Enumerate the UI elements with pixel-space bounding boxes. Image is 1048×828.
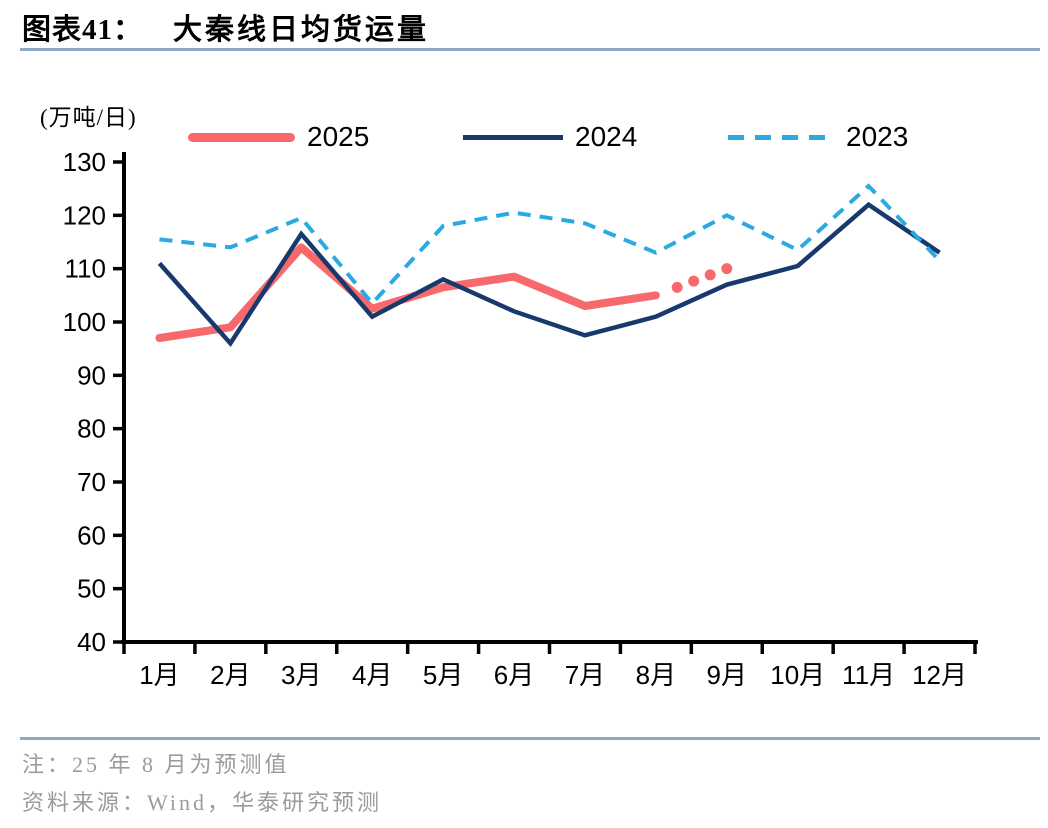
x-tick-label: 6月 [494, 660, 534, 690]
footer-divider [20, 737, 1040, 740]
series-2024 [157, 201, 941, 348]
y-tick-label: 40 [77, 627, 106, 657]
y-tick-label: 90 [77, 360, 106, 390]
title-divider [20, 48, 1040, 51]
x-tick-label: 9月 [707, 660, 747, 690]
y-tick-label: 120 [63, 200, 106, 230]
forecast-dots-2025 [671, 263, 733, 293]
x-tick-label: 10月 [770, 660, 825, 690]
y-tick-label: 110 [65, 254, 106, 284]
x-tick-label: 4月 [352, 660, 392, 690]
y-tick-label: 50 [77, 574, 106, 604]
legend-item-2024: 2024 [463, 121, 638, 152]
y-tick-label: 100 [63, 307, 106, 337]
x-tick-label: 1月 [139, 660, 179, 690]
chart-number-label: 图表41： [22, 14, 144, 46]
source-note: 资料来源：Wind，华泰研究预测 [22, 790, 382, 815]
y-tick-label: 80 [77, 414, 106, 444]
y-tick-label: 60 [77, 520, 106, 550]
legend-swatch-2023 [728, 134, 834, 140]
legend-item-2025: 2025 [188, 121, 370, 152]
x-tick-label: 7月 [565, 660, 605, 690]
x-tick-label: 12月 [912, 660, 967, 690]
series-2025 [155, 243, 660, 342]
legend-swatch-2024 [463, 134, 563, 140]
legend-label-2023: 2023 [846, 121, 909, 152]
y-tick-label: 70 [77, 467, 106, 497]
chart-title: 图表41： 大秦线日均货运量 [22, 6, 429, 48]
x-tick-label: 3月 [281, 660, 321, 690]
y-axis-unit-label: (万吨/日) [40, 105, 137, 130]
series-2023 [159, 183, 941, 307]
y-tick-label: 130 [63, 147, 106, 177]
legend-swatch-2025 [188, 132, 295, 142]
legend-item-2023: 2023 [728, 121, 909, 152]
x-tick-label: 8月 [636, 660, 676, 690]
chart-title-text: 大秦线日均货运量 [173, 14, 430, 46]
x-tick-label: 5月 [423, 660, 463, 690]
x-tick-label: 11月 [842, 660, 895, 690]
footnote: 注：25 年 8 月为预测值 [22, 752, 290, 777]
x-tick-label: 2月 [210, 660, 250, 690]
axes: 40 50 60 70 80 90 100 110 120 130 1月 2月 3月 4月 5月 6月 7月 8月… [63, 147, 978, 690]
legend-label-2024: 2024 [575, 121, 638, 152]
legend-label-2025: 2025 [307, 121, 370, 152]
